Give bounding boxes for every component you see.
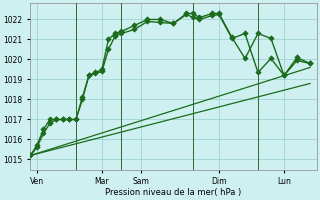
X-axis label: Pression niveau de la mer( hPa ): Pression niveau de la mer( hPa )	[105, 188, 242, 197]
